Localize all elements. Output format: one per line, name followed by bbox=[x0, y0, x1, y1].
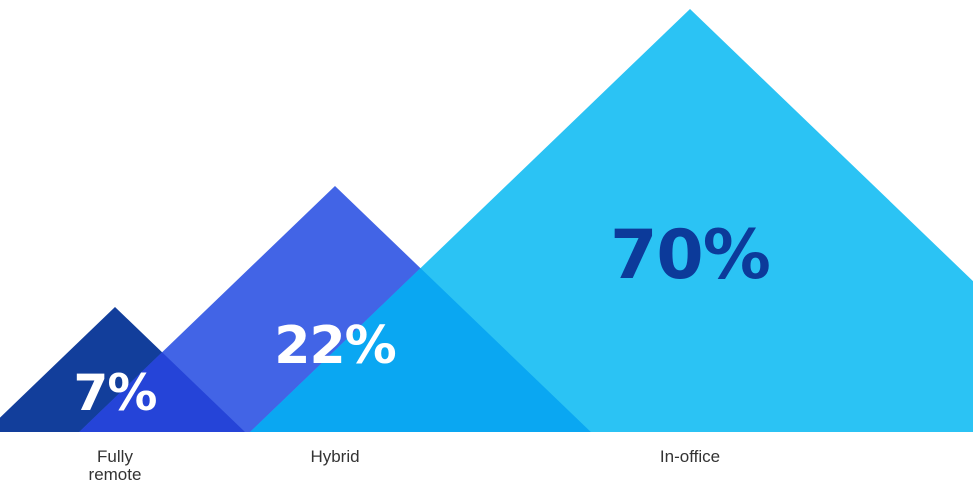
category-label-hybrid: Hybrid bbox=[310, 447, 359, 466]
category-label-in-office: In-office bbox=[660, 447, 720, 466]
overlap-region-2 bbox=[250, 268, 591, 432]
data-label-in-office: 70% bbox=[610, 216, 770, 295]
data-label-fully-remote: 7% bbox=[74, 364, 157, 422]
data-label-hybrid: 22% bbox=[274, 316, 395, 376]
overlap-region-1 bbox=[79, 352, 245, 432]
category-label-fully-remote: Fully remote bbox=[89, 447, 142, 484]
